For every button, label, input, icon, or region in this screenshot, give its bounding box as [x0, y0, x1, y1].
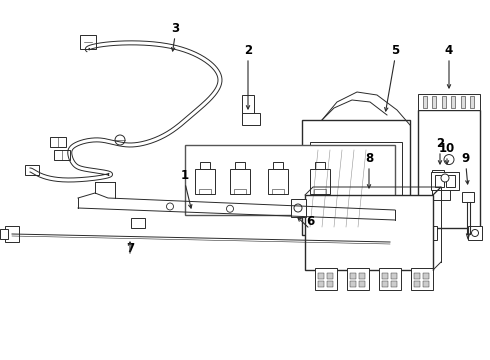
- Bar: [318, 273, 324, 279]
- Text: 5: 5: [391, 44, 399, 57]
- Circle shape: [292, 208, 298, 215]
- Bar: [195, 169, 215, 194]
- Bar: [423, 273, 429, 279]
- Bar: [310, 142, 402, 227]
- Bar: [470, 96, 474, 108]
- Bar: [423, 226, 437, 240]
- Bar: [431, 172, 459, 190]
- Bar: [468, 226, 482, 240]
- Bar: [379, 268, 401, 290]
- Bar: [350, 273, 356, 279]
- Bar: [432, 188, 450, 200]
- Bar: [432, 96, 436, 108]
- Bar: [268, 169, 288, 194]
- Bar: [318, 281, 324, 287]
- Circle shape: [471, 230, 479, 237]
- Bar: [418, 94, 480, 110]
- Bar: [446, 175, 455, 187]
- Bar: [347, 268, 369, 290]
- Bar: [327, 273, 333, 279]
- Text: 7: 7: [126, 242, 134, 255]
- Text: 2: 2: [436, 137, 444, 150]
- Bar: [302, 120, 410, 235]
- Bar: [327, 281, 333, 287]
- Text: 2: 2: [244, 44, 252, 57]
- Bar: [5, 226, 19, 242]
- Circle shape: [167, 203, 173, 210]
- Bar: [423, 281, 429, 287]
- Bar: [315, 268, 337, 290]
- Bar: [359, 281, 365, 287]
- Circle shape: [115, 135, 125, 145]
- Text: 9: 9: [462, 152, 470, 165]
- Bar: [80, 35, 96, 49]
- Bar: [411, 268, 433, 290]
- Bar: [414, 281, 420, 287]
- Bar: [0, 229, 8, 239]
- Bar: [54, 150, 70, 160]
- Bar: [310, 169, 330, 194]
- Circle shape: [426, 230, 434, 237]
- Bar: [382, 281, 388, 287]
- Bar: [200, 162, 210, 169]
- Circle shape: [351, 210, 359, 217]
- Bar: [418, 110, 480, 228]
- Bar: [242, 113, 260, 125]
- Text: 8: 8: [365, 152, 373, 165]
- Text: 4: 4: [445, 44, 453, 57]
- Text: 1: 1: [181, 169, 189, 182]
- Bar: [50, 137, 66, 147]
- Bar: [350, 281, 356, 287]
- Bar: [461, 96, 465, 108]
- Bar: [291, 199, 306, 217]
- Circle shape: [294, 204, 302, 212]
- Bar: [435, 175, 444, 187]
- Text: 3: 3: [171, 22, 179, 35]
- Circle shape: [441, 174, 449, 182]
- Bar: [305, 195, 433, 270]
- Bar: [131, 218, 145, 228]
- Bar: [185, 145, 395, 215]
- Bar: [230, 169, 250, 194]
- Bar: [315, 162, 325, 169]
- Bar: [25, 165, 39, 175]
- Circle shape: [311, 217, 323, 229]
- Circle shape: [389, 217, 401, 229]
- Bar: [414, 273, 420, 279]
- Bar: [391, 281, 397, 287]
- Text: 10: 10: [439, 142, 455, 155]
- Bar: [432, 170, 444, 190]
- Text: 6: 6: [306, 215, 314, 228]
- Bar: [382, 273, 388, 279]
- Bar: [273, 162, 283, 169]
- Bar: [451, 96, 455, 108]
- Circle shape: [226, 205, 234, 212]
- Bar: [423, 96, 427, 108]
- Bar: [242, 95, 254, 115]
- Bar: [442, 96, 446, 108]
- Bar: [462, 192, 474, 202]
- Circle shape: [444, 154, 454, 165]
- Bar: [359, 273, 365, 279]
- Bar: [235, 162, 245, 169]
- Bar: [391, 273, 397, 279]
